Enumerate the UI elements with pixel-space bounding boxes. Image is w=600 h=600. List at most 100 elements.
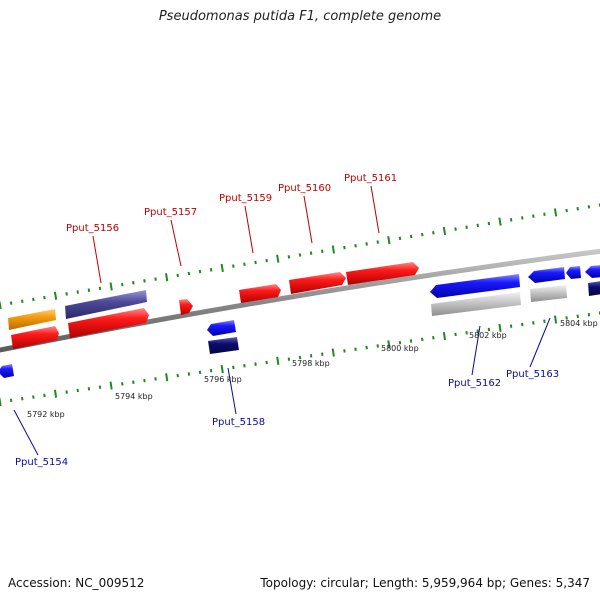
minor-tick [121, 382, 124, 386]
major-tick [387, 236, 391, 245]
minor-tick [287, 255, 291, 259]
minor-tick [21, 396, 24, 401]
leader-line [529, 317, 551, 368]
minor-tick [409, 234, 413, 239]
major-tick [331, 348, 335, 357]
cds-arrow-forward [346, 262, 419, 285]
minor-tick [243, 364, 246, 368]
cds-arrow-forward [239, 284, 281, 303]
genome-summary: Topology: circular; Length: 5,959,964 bp… [260, 576, 590, 590]
minor-tick [132, 281, 135, 285]
gene-label-pput-5159[interactable]: Pput_5159 [219, 193, 272, 204]
minor-tick [376, 344, 379, 348]
minor-tick [198, 269, 202, 274]
leader-line [370, 185, 380, 234]
minor-tick [398, 236, 402, 241]
minor-tick [576, 314, 579, 319]
gene-label-pput-5162[interactable]: Pput_5162 [448, 378, 501, 389]
gene-label-pput-5160[interactable]: Pput_5160 [278, 183, 331, 194]
major-tick [442, 331, 446, 341]
cds-arrow-reverse [588, 281, 600, 296]
minor-tick [354, 347, 357, 351]
major-tick [165, 273, 169, 282]
gene-label-pput-5161[interactable]: Pput_5161 [344, 173, 397, 184]
minor-tick [365, 242, 368, 246]
minor-tick [509, 218, 513, 222]
scale-label: 5794 kbp [115, 392, 153, 401]
minor-tick [32, 395, 35, 399]
cds-arrow-reverse [430, 274, 520, 298]
minor-tick [232, 365, 235, 370]
major-tick [387, 340, 391, 349]
minor-tick [65, 292, 68, 296]
cds-arrow-reverse [530, 285, 567, 302]
cds-arrow-forward [11, 326, 59, 349]
forward-gene-labels [92, 185, 380, 284]
cds-arrow-reverse [0, 364, 14, 378]
minor-tick [232, 264, 235, 268]
minor-tick [465, 331, 468, 335]
map-title: Pseudomonas putida F1, complete genome [158, 9, 442, 24]
minor-tick [98, 286, 102, 291]
major-tick [442, 226, 447, 236]
cds-arrow-reverse [207, 320, 236, 336]
major-tick [498, 323, 502, 332]
minor-tick [343, 245, 346, 250]
accession-label: Accession: NC_009512 [8, 576, 145, 590]
scale-labels: 5792 kbp 5794 kbp 5796 kbp 5798 kbp 5800… [27, 319, 598, 419]
major-tick [54, 389, 58, 398]
inner-tick-ring [0, 311, 600, 407]
cds-arrow-reverse [528, 267, 565, 283]
minor-tick [543, 212, 546, 216]
minor-tick [187, 271, 191, 276]
leader-line [170, 219, 182, 267]
minor-tick [454, 227, 457, 231]
minor-tick [321, 352, 324, 356]
gene-label-pput-5157[interactable]: Pput_5157 [144, 207, 197, 218]
gene-label-pput-5163[interactable]: Pput_5163 [506, 369, 559, 380]
minor-tick [476, 223, 479, 228]
minor-tick [121, 282, 124, 287]
minor-tick [543, 319, 546, 323]
scale-label: 5798 kbp [292, 359, 330, 368]
gene-label-pput-5158[interactable]: Pput_5158 [212, 417, 265, 428]
major-tick [276, 356, 280, 365]
major-tick [0, 397, 2, 407]
minor-tick [532, 214, 535, 218]
major-tick [109, 282, 113, 291]
leader-line [92, 235, 102, 284]
minor-tick [76, 388, 79, 393]
minor-tick [354, 244, 357, 248]
minor-tick [421, 337, 424, 342]
outer-tick-ring [0, 203, 600, 310]
cds-arrow-reverse [208, 337, 239, 354]
minor-tick [298, 253, 302, 257]
minor-tick [376, 240, 379, 244]
major-tick [0, 300, 2, 310]
minor-tick [43, 295, 46, 300]
major-tick [220, 364, 224, 374]
leader-line [471, 325, 481, 376]
minor-tick [521, 322, 524, 327]
cds-arrow-forward [179, 299, 193, 315]
cds-arrow-forward [68, 308, 149, 338]
minor-tick [43, 393, 46, 398]
major-tick [553, 208, 558, 217]
minor-tick [454, 332, 457, 337]
minor-tick [565, 316, 568, 320]
gene-label-pput-5154[interactable]: Pput_5154 [15, 457, 68, 468]
minor-tick [532, 321, 535, 325]
minor-tick [143, 279, 146, 283]
minor-tick [587, 205, 591, 209]
reverse-gene-labels [13, 317, 551, 456]
major-tick [276, 254, 280, 263]
minor-tick [421, 232, 424, 237]
gene-label-pput-5156[interactable]: Pput_5156 [66, 223, 119, 234]
minor-tick [243, 262, 246, 266]
minor-tick [65, 390, 68, 394]
minor-tick [521, 216, 524, 220]
minor-tick [154, 377, 157, 381]
minor-tick [9, 301, 13, 305]
major-tick [554, 315, 558, 324]
minor-tick [265, 258, 268, 263]
